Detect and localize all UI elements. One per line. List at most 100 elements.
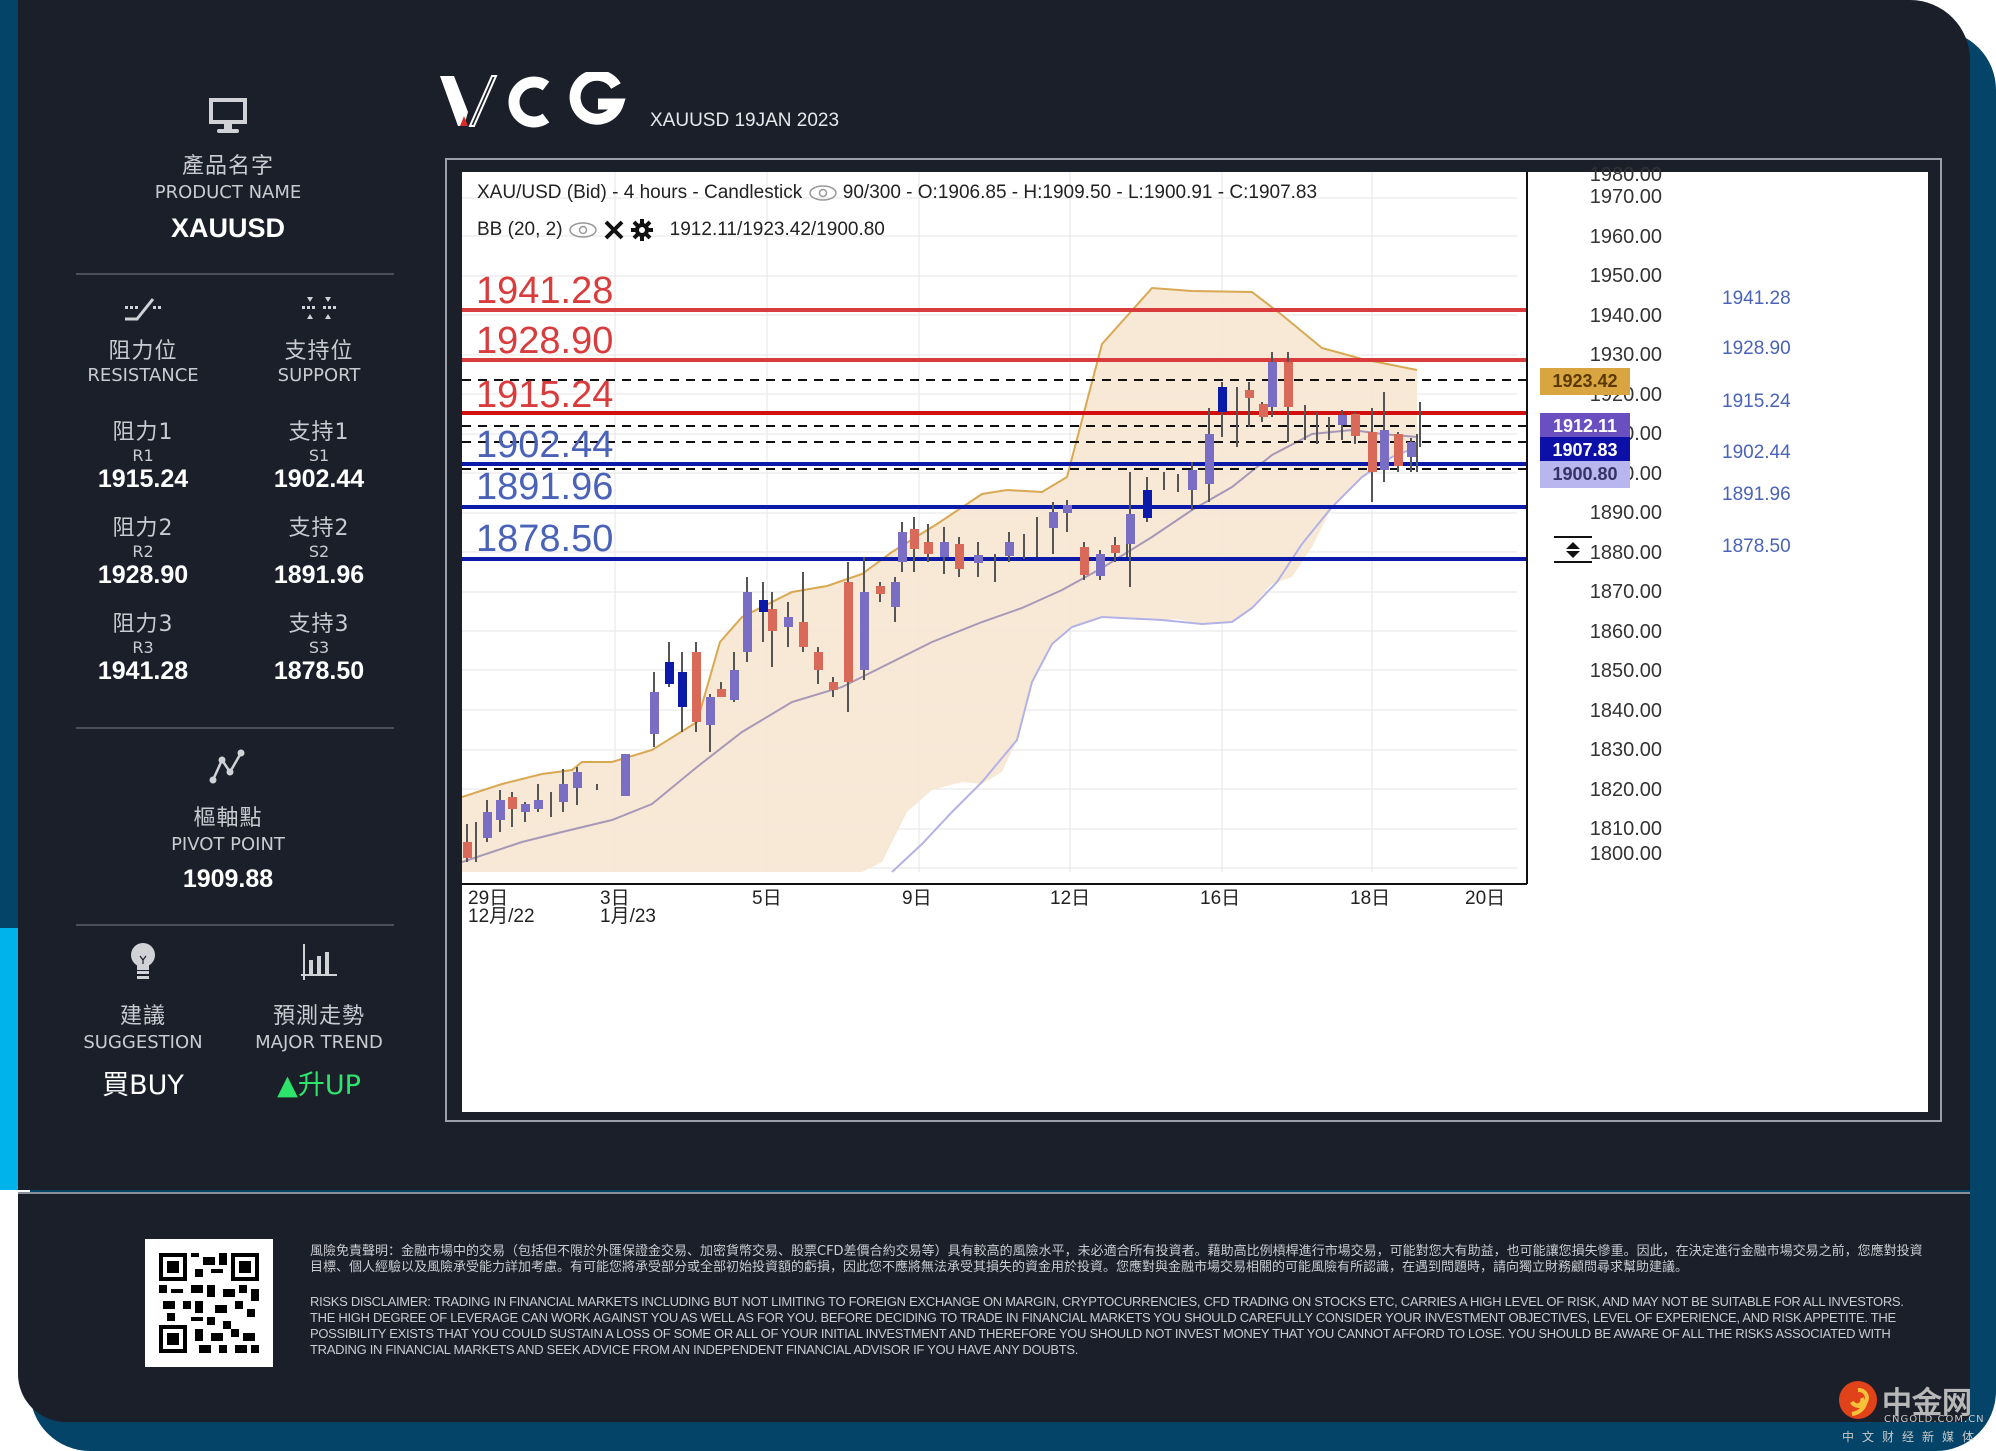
trend-value-text: 升UP xyxy=(297,1070,361,1101)
s1-value: 1902.44 xyxy=(273,465,365,493)
resistance-column: 阻力位 RESISTANCE 阻力1 R1 1915.24 阻力2 R2 192… xyxy=(58,295,228,686)
indicator-info-line: BB (20, 2) 1912.11/1923.42/1900.80 xyxy=(477,218,885,242)
bb-lower-price-tag: 1900.80 xyxy=(1540,461,1630,488)
monitor-icon xyxy=(209,98,247,133)
product-block: 產品名字 PRODUCT NAME XAUUSD xyxy=(58,98,398,244)
chart-info-line: XAU/USD (Bid) - 4 hours - Candlestick 90… xyxy=(477,182,1317,204)
report-subtitle: XAUUSD 19JAN 2023 xyxy=(650,110,840,131)
r1-value: 1915.24 xyxy=(97,465,189,493)
s1-label-cn: 支持1 xyxy=(288,420,350,445)
chart-frame: XAU/USD (Bid) - 4 hours - Candlestick 90… xyxy=(445,158,1942,1122)
wcg-logo xyxy=(440,72,626,128)
s2-item: 支持2 S2 1891.96 xyxy=(234,510,404,590)
eye-icon[interactable] xyxy=(568,221,598,239)
y-tick: 1970.00 xyxy=(1589,186,1662,208)
r1-item: 阻力1 R1 1915.24 xyxy=(58,414,228,494)
s1-label-en: S1 xyxy=(308,446,330,465)
s1-item: 支持1 S1 1902.44 xyxy=(234,414,404,494)
r2-value: 1928.90 xyxy=(97,561,189,589)
y-tick: 1860.00 xyxy=(1589,621,1662,643)
level-label-r2: 1928.90 xyxy=(476,320,614,362)
resistance-icon xyxy=(125,298,161,321)
s3-label-en: S3 xyxy=(308,638,330,657)
watermark-url: CNGOLD.COM.CN xyxy=(1884,1414,1985,1425)
r3-item: 阻力3 R3 1941.28 xyxy=(58,606,228,686)
level-tag-s1: 1902.44 xyxy=(1722,442,1791,463)
s2-value: 1891.96 xyxy=(273,561,365,589)
pivot-block: 樞軸點 PIVOT POINT 1909.88 xyxy=(58,748,398,894)
left-accent-highlight xyxy=(0,928,18,1190)
axis-scale-handle-icon xyxy=(1554,536,1592,563)
bb-middle-price-tag: 1912.11 xyxy=(1540,413,1630,440)
r2-label-cn: 阻力2 xyxy=(112,516,174,541)
trend-value: ▲升UP xyxy=(234,1063,404,1102)
level-tag-r1: 1915.24 xyxy=(1722,391,1791,412)
product-label-en: PRODUCT NAME xyxy=(154,182,302,203)
suggestion-label-en: SUGGESTION xyxy=(83,1032,203,1053)
support-column: 支持位 SUPPORT 支持1 S1 1902.44 支持2 S2 1891.9… xyxy=(234,295,404,686)
divider xyxy=(76,727,394,729)
trend-block: 預測走勢 MAJOR TREND ▲升UP xyxy=(234,942,404,1102)
x-tick: 3日 1月/23 xyxy=(600,888,656,927)
s3-item: 支持3 S3 1878.50 xyxy=(234,606,404,686)
y-tick: 1980.00 xyxy=(1589,164,1662,186)
qr-code-icon xyxy=(159,1253,259,1353)
support-label-cn: 支持位 xyxy=(284,339,354,364)
y-tick: 1950.00 xyxy=(1589,265,1662,287)
pivot-label-en: PIVOT POINT xyxy=(171,834,285,855)
lightbulb-icon xyxy=(131,943,155,979)
chart-area: XAU/USD (Bid) - 4 hours - Candlestick 90… xyxy=(462,164,1928,1112)
support-icon xyxy=(302,297,336,319)
y-tick: 1820.00 xyxy=(1589,779,1662,801)
suggestion-label-cn: 建議 xyxy=(119,1004,166,1029)
s2-label-en: S2 xyxy=(308,542,330,561)
s2-label-cn: 支持2 xyxy=(288,516,350,541)
watermark-name: 中金网 xyxy=(1882,1386,1972,1421)
suggestion-block: 建議 SUGGESTION 買BUY xyxy=(58,942,228,1102)
level-label-s1: 1902.44 xyxy=(476,424,614,466)
qr-code[interactable] xyxy=(145,1239,273,1367)
y-tick: 1940.00 xyxy=(1589,305,1662,327)
y-tick: 1800.00 xyxy=(1589,843,1662,865)
divider xyxy=(76,273,394,275)
x-tick: 16日 xyxy=(1200,888,1241,909)
y-tick: 1850.00 xyxy=(1589,660,1662,682)
ohlc-values: 90/300 - O:1906.85 - H:1909.50 - L:1900.… xyxy=(842,182,1318,203)
support-label-en: SUPPORT xyxy=(277,365,361,386)
up-arrow-icon: ▲ xyxy=(277,1070,298,1101)
close-icon[interactable] xyxy=(603,219,625,241)
watermark-tagline: 中文财经新媒体 xyxy=(1842,1430,1983,1444)
cngold-logo-icon xyxy=(1839,1381,1877,1419)
x-tick: 5日 xyxy=(752,888,782,909)
level-tag-s3: 1878.50 xyxy=(1722,536,1791,557)
disclaimer-english: RISKS DISCLAIMER: TRADING IN FINANCIAL M… xyxy=(310,1294,1904,1357)
bar-chart-icon xyxy=(301,944,337,980)
pivot-chart-icon xyxy=(209,749,245,784)
cngold-watermark: 中金网 CNGOLD.COM.CN 中文财经新媒体 xyxy=(1838,1378,1996,1448)
r3-label-en: R3 xyxy=(132,638,154,657)
y-tick: 1880.00 xyxy=(1589,542,1662,564)
bb-upper-price-tag: 1923.42 xyxy=(1540,368,1630,395)
r1-label-en: R1 xyxy=(132,446,154,465)
r2-label-en: R2 xyxy=(132,542,154,561)
level-tag-s2: 1891.96 xyxy=(1722,484,1791,505)
x-tick: 18日 xyxy=(1350,888,1391,909)
disclaimer-chinese: 風險免責聲明：金融市場中的交易（包括但不限於外匯保證金交易、加密貨幣交易、股票C… xyxy=(310,1244,1923,1275)
chart-title: XAU/USD (Bid) - 4 hours - Candlestick xyxy=(477,182,803,203)
product-label-cn: 產品名字 xyxy=(181,154,274,179)
resistance-label-cn: 阻力位 xyxy=(108,339,178,364)
pivot-label-cn: 樞軸點 xyxy=(193,806,263,831)
r1-label-cn: 阻力1 xyxy=(112,420,174,445)
footer: 風險免責聲明：金融市場中的交易（包括但不限於外匯保證金交易、加密貨幣交易、股票C… xyxy=(18,1192,1970,1422)
y-tick: 1930.00 xyxy=(1589,344,1662,366)
x-tick: 12日 xyxy=(1050,888,1091,909)
gear-icon[interactable] xyxy=(630,218,654,242)
level-tag-r2: 1928.90 xyxy=(1722,338,1791,359)
eye-icon[interactable] xyxy=(808,184,838,202)
s3-label-cn: 支持3 xyxy=(288,612,350,637)
y-tick: 1960.00 xyxy=(1589,226,1662,248)
last-price-tag: 1907.83 xyxy=(1540,437,1630,464)
indicator-values: 1912.11/1923.42/1900.80 xyxy=(669,219,885,241)
y-tick: 1870.00 xyxy=(1589,581,1662,603)
trend-label-cn: 預測走勢 xyxy=(272,1004,365,1029)
